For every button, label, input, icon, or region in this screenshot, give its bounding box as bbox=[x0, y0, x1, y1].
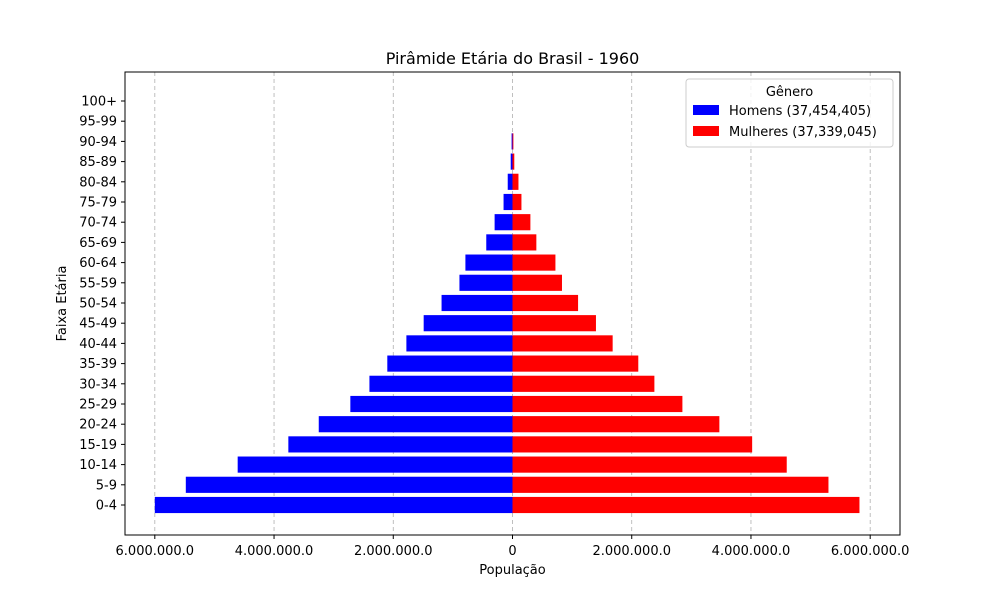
y-tick-label: 30-34 bbox=[79, 377, 117, 392]
y-tick-label: 50-54 bbox=[79, 297, 117, 312]
y-tick-label: 5-9 bbox=[96, 478, 117, 493]
bar-mulheres-80-84 bbox=[512, 173, 519, 190]
bar-mulheres-20-24 bbox=[512, 416, 720, 433]
bar-homens-5-9 bbox=[185, 476, 513, 493]
x-tick-label: 2.000.000.0 bbox=[354, 544, 433, 559]
y-axis-label: Faixa Etária bbox=[55, 266, 70, 342]
bar-homens-45-49 bbox=[423, 315, 513, 332]
bar-mulheres-70-74 bbox=[512, 214, 531, 231]
bar-homens-55-59 bbox=[459, 274, 513, 291]
y-tick-label: 10-14 bbox=[79, 458, 117, 473]
bar-homens-20-24 bbox=[318, 416, 513, 433]
bar-homens-90-94 bbox=[511, 133, 513, 150]
y-tick-label: 90-94 bbox=[79, 135, 117, 150]
y-tick-label: 40-44 bbox=[79, 337, 117, 352]
y-tick-label: 100+ bbox=[81, 95, 117, 110]
legend-box bbox=[685, 78, 894, 148]
bar-homens-35-39 bbox=[387, 355, 513, 372]
legend-label-homens: Homens (37,454,405) bbox=[729, 104, 871, 119]
bar-mulheres-10-14 bbox=[512, 456, 787, 473]
x-axis-label: População bbox=[479, 563, 546, 578]
bar-mulheres-15-19 bbox=[512, 436, 753, 453]
bar-mulheres-0-4 bbox=[512, 496, 860, 514]
x-tick-label: 4.000.000.0 bbox=[712, 544, 791, 559]
bar-homens-85-89 bbox=[510, 153, 513, 170]
bar-mulheres-50-54 bbox=[512, 294, 579, 312]
bar-homens-15-19 bbox=[288, 436, 513, 453]
bar-homens-70-74 bbox=[494, 214, 513, 231]
y-tick-label: 35-39 bbox=[79, 357, 117, 372]
bar-mulheres-35-39 bbox=[512, 355, 639, 372]
y-tick-label: 95-99 bbox=[79, 115, 117, 130]
bar-homens-60-64 bbox=[465, 254, 513, 271]
bar-homens-65-69 bbox=[486, 234, 513, 251]
chart-title: Pirâmide Etária do Brasil - 1960 bbox=[386, 49, 640, 68]
y-tick-label: 25-29 bbox=[79, 398, 117, 413]
x-tick-label: 4.000.000.0 bbox=[235, 544, 314, 559]
bar-mulheres-60-64 bbox=[512, 254, 556, 271]
bars-layer bbox=[154, 133, 860, 514]
bar-mulheres-25-29 bbox=[512, 395, 683, 413]
bar-homens-0-4 bbox=[154, 496, 513, 514]
bar-mulheres-5-9 bbox=[512, 476, 829, 493]
bar-homens-10-14 bbox=[237, 456, 513, 473]
x-tick-label: 6.000.000.0 bbox=[831, 544, 910, 559]
bar-mulheres-75-79 bbox=[512, 193, 522, 211]
x-tick-label: 2.000.000.0 bbox=[592, 544, 671, 559]
y-tick-label: 0-4 bbox=[96, 499, 117, 514]
bar-mulheres-65-69 bbox=[512, 234, 537, 251]
bar-homens-75-79 bbox=[503, 193, 513, 211]
x-ticks: 6.000.000.0 4.000.000.0 2.000.000.0 0 2.000.… bbox=[116, 535, 910, 559]
bar-mulheres-45-49 bbox=[512, 315, 596, 332]
bar-homens-25-29 bbox=[350, 395, 513, 413]
y-tick-label: 20-24 bbox=[79, 418, 117, 433]
bar-mulheres-85-89 bbox=[512, 153, 515, 170]
legend-swatch-homens bbox=[693, 105, 719, 115]
y-tick-label: 60-64 bbox=[79, 256, 117, 271]
y-tick-label: 55-59 bbox=[79, 276, 117, 291]
y-tick-label: 15-19 bbox=[79, 438, 117, 453]
bar-homens-80-84 bbox=[507, 173, 513, 190]
y-tick-label: 85-89 bbox=[79, 155, 117, 170]
legend-swatch-mulheres bbox=[693, 126, 719, 136]
y-tick-label: 45-49 bbox=[79, 317, 117, 332]
x-tick-label: 0 bbox=[508, 544, 516, 559]
y-tick-label: 75-79 bbox=[79, 196, 117, 211]
y-tick-label: 70-74 bbox=[79, 216, 117, 231]
bar-homens-40-44 bbox=[406, 335, 513, 352]
bar-homens-30-34 bbox=[369, 375, 513, 392]
legend-label-mulheres: Mulheres (37,339,045) bbox=[729, 125, 877, 140]
bar-mulheres-40-44 bbox=[512, 335, 613, 352]
y-tick-label: 80-84 bbox=[79, 175, 117, 190]
bar-mulheres-30-34 bbox=[512, 375, 655, 392]
x-tick-label: 6.000.000.0 bbox=[116, 544, 195, 559]
legend-title: Gênero bbox=[766, 85, 813, 100]
bar-mulheres-90-94 bbox=[512, 133, 514, 150]
bar-homens-50-54 bbox=[441, 294, 513, 312]
y-ticks: 0-4 5-9 10-14 15-19 20-24 25-29 30-34 35-39 40-4… bbox=[79, 95, 125, 514]
legend: Gênero Homens (37,454,405) Mulheres (37,… bbox=[685, 78, 894, 148]
bar-mulheres-55-59 bbox=[512, 274, 562, 291]
y-tick-label: 65-69 bbox=[79, 236, 117, 251]
